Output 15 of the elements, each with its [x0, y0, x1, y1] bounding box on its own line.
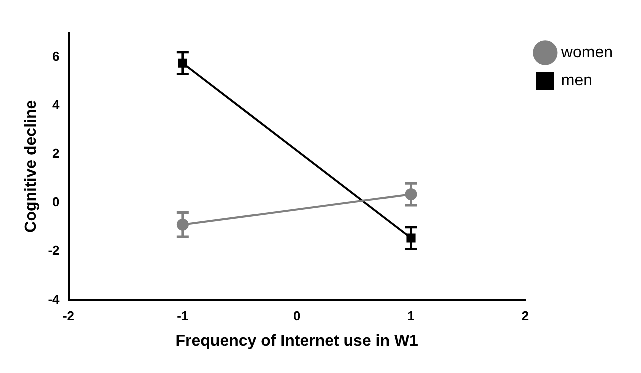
legend-label: women: [560, 44, 613, 62]
x-tick-label: -1: [177, 308, 189, 324]
x-tick-label: 0: [293, 308, 301, 324]
y-tick-label: 0: [52, 194, 60, 210]
y-axis-title: Cognitive decline: [23, 100, 40, 233]
y-tick-label: 2: [52, 146, 60, 162]
x-tick-label: 1: [408, 308, 415, 324]
legend-label: men: [561, 72, 593, 90]
x-tick-label: -2: [62, 308, 75, 324]
y-tick-label: -2: [48, 243, 60, 258]
y-tick-label: -4: [48, 292, 61, 307]
x-axis-title: Frequency of Internet use in W1: [176, 332, 419, 350]
x-tick-label: 2: [522, 308, 530, 324]
y-tick-label: 4: [52, 97, 61, 112]
y-tick-label: 6: [52, 48, 60, 64]
